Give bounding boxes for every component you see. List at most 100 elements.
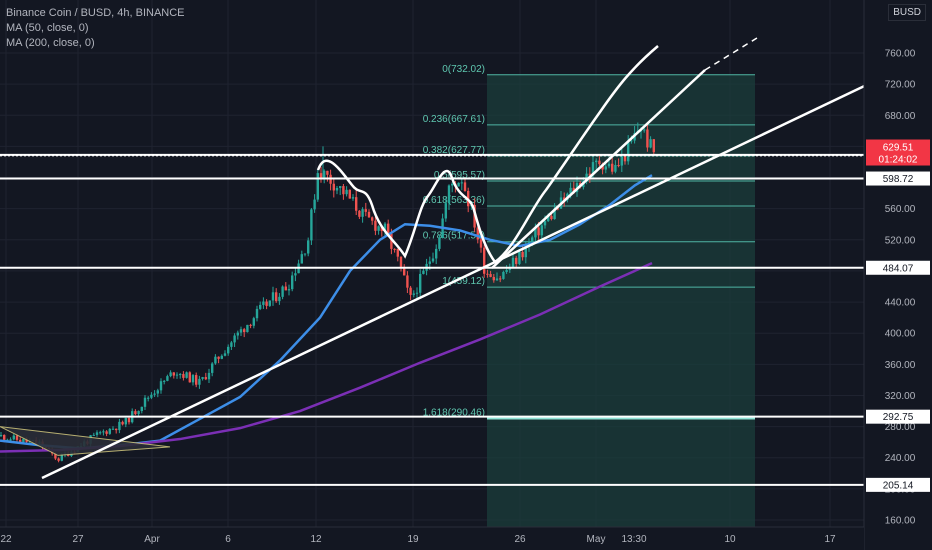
candle-body: [479, 239, 483, 248]
candle-body: [598, 160, 601, 165]
candle-body: [169, 372, 172, 377]
candle-body: [284, 286, 287, 291]
candle-body: [291, 275, 294, 290]
candle-body: [556, 208, 559, 210]
candle-body: [204, 377, 207, 380]
candle-body: [444, 203, 447, 219]
fib-level-label: 0.382(627.77): [423, 145, 485, 156]
candle-body: [137, 411, 140, 415]
candle-body: [623, 155, 627, 162]
candle-body: [198, 378, 201, 385]
candle-body: [115, 428, 118, 431]
candle-body: [563, 197, 566, 200]
candle-body: [150, 394, 153, 398]
candle-body: [447, 185, 451, 204]
trend-drawings[interactable]: [0, 37, 878, 480]
candle-body: [102, 431, 105, 433]
price-level-lines[interactable]: [0, 153, 864, 486]
candle-body: [99, 432, 102, 434]
candle-body: [124, 417, 127, 425]
candle-body: [620, 155, 623, 166]
price-level-tag: [866, 260, 930, 275]
candle-body: [294, 273, 297, 276]
price-tick-label: 360.00: [885, 360, 916, 371]
candle-body: [499, 278, 502, 280]
candle-body: [505, 269, 508, 273]
symbol-title: Binance Coin / BUSD, 4h, BINANCE: [6, 7, 185, 19]
price-level-value: 292.75: [883, 412, 914, 423]
time-axis[interactable]: 22 27 Apr 6 12 19 26 May 10 17 13:30: [0, 534, 836, 545]
candle-body: [163, 380, 166, 382]
time-tick-label: 10: [724, 534, 736, 545]
candle-body: [367, 211, 371, 218]
candle-body: [406, 275, 409, 288]
candle-body: [348, 189, 351, 199]
candle-body: [431, 258, 435, 262]
candle-body: [319, 173, 323, 179]
candle-body: [275, 292, 278, 302]
candle-body: [220, 355, 223, 359]
currency-label[interactable]: BUSD: [888, 4, 926, 21]
candle-body: [438, 237, 441, 249]
candle-body: [572, 187, 575, 193]
time-tick-label: Apr: [144, 534, 160, 545]
candle-body: [9, 439, 12, 441]
candle-body: [230, 342, 233, 347]
fib-level-label: 0(732.02): [442, 64, 485, 75]
candle-body: [140, 406, 143, 412]
price-tick-label: 760.00: [885, 49, 916, 60]
candle-body: [313, 199, 316, 210]
candle-body: [540, 225, 543, 236]
price-tick-label: 680.00: [885, 111, 916, 122]
candle-body: [351, 197, 355, 199]
price-tick-label: 400.00: [885, 329, 916, 340]
candle-body: [236, 332, 239, 336]
price-tick-label: 240.00: [885, 453, 916, 464]
candle-body: [60, 454, 63, 461]
candle-body: [118, 421, 121, 431]
candle-body: [617, 164, 620, 166]
candle-body: [534, 227, 537, 238]
candle-body: [585, 173, 588, 181]
candle-body: [377, 226, 380, 231]
candle-body: [95, 432, 99, 435]
candle-body: [147, 397, 150, 399]
candle-body: [393, 248, 396, 250]
fib-level-label: 0.5(595.57): [434, 170, 485, 181]
candle-body: [412, 293, 415, 295]
candle-body: [483, 247, 486, 274]
candle-body: [172, 372, 175, 376]
candle-body: [422, 270, 425, 274]
candle-body: [57, 458, 60, 461]
candle-body: [630, 140, 633, 142]
candle-body: [550, 215, 553, 220]
candle-body: [121, 421, 124, 425]
candle-body: [387, 223, 390, 234]
candle-body: [627, 141, 630, 162]
candle-body: [179, 374, 182, 376]
last-price-tag: [866, 139, 930, 166]
fib-level-label: 0.786(517.51): [423, 231, 485, 242]
fibonacci-retracement[interactable]: 0(732.02) 0.236(667.61) 0.382(627.77) 0.5(5…: [423, 64, 755, 527]
candle-body: [419, 273, 422, 293]
candle-body: [486, 273, 489, 275]
candle-body: [492, 276, 495, 281]
candle-body: [335, 187, 339, 191]
candle-body: [383, 223, 387, 231]
candle-body: [265, 301, 268, 306]
candle-body: [332, 183, 335, 191]
candle-body: [281, 286, 284, 297]
price-axis[interactable]: 160.00200.00240.00280.00320.00360.00400.…: [866, 49, 930, 527]
candle-body: [502, 272, 505, 279]
time-tick-label: 17: [824, 534, 836, 545]
ma50-legend: MA (50, close, 0): [6, 22, 89, 34]
candle-body: [92, 434, 95, 436]
candle-body: [415, 292, 419, 294]
candle-body: [22, 438, 25, 443]
candle-body: [428, 261, 431, 264]
candle-body: [188, 372, 191, 383]
candle-body: [143, 397, 147, 407]
candle-body: [451, 183, 454, 186]
price-tick-label: 560.00: [885, 204, 916, 215]
